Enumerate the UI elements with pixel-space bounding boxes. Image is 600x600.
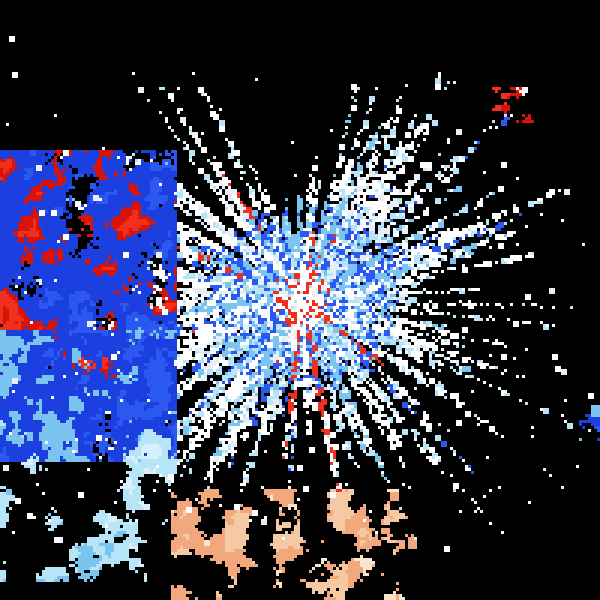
velocity-field-map-canvas <box>0 0 600 600</box>
figure-canvas-container <box>0 0 600 600</box>
